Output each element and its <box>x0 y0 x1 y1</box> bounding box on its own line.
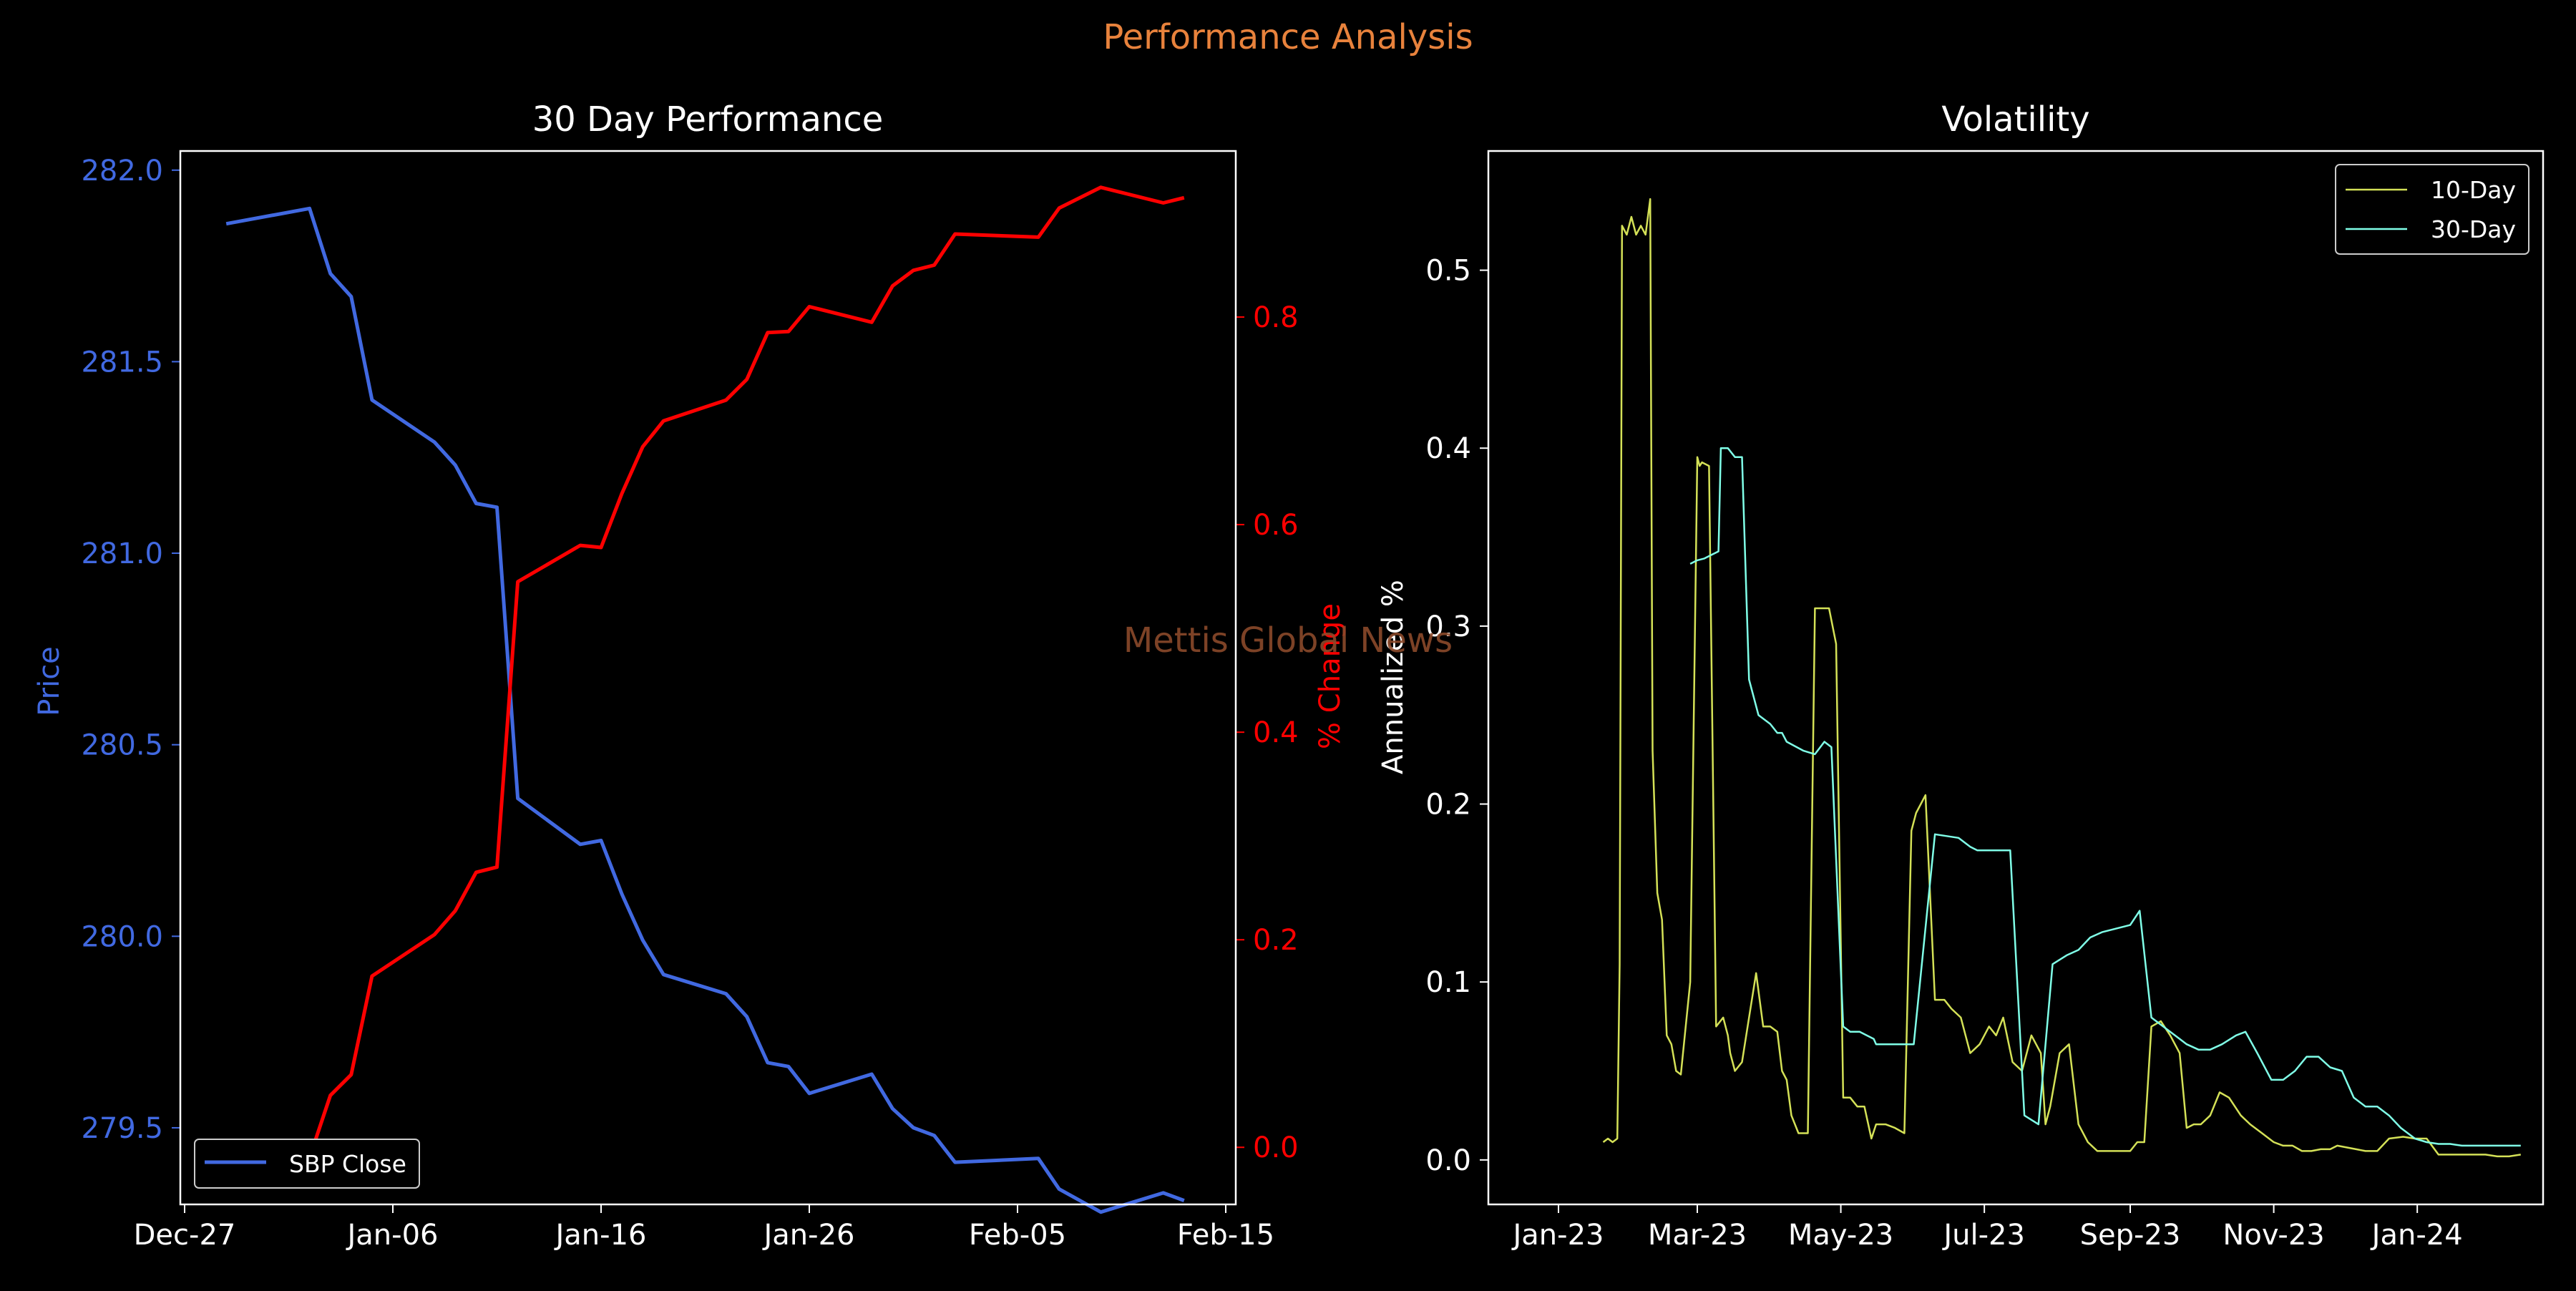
watermark: Mettis Global News <box>1123 620 1453 661</box>
performance-plot-area: Dec-27 Jan-06 Jan-16 Jan-26 Feb-05 Feb-15 279.… <box>81 155 1298 1252</box>
30-day-legend-label: 30-Day <box>2431 215 2516 243</box>
sbp-close-line <box>225 206 1185 1214</box>
performance-chart-title: 30 Day Performance <box>532 99 884 140</box>
x-tick-label: Jan-23 <box>1511 1219 1604 1252</box>
y-tick-label: 0.1 <box>1425 966 1471 999</box>
x-tick-label: May-23 <box>1788 1219 1893 1252</box>
x-tick-label: Feb-05 <box>969 1219 1066 1252</box>
volatility-chart: Volatility Annualized % Jan-23 Mar-23 May-… <box>1377 99 2545 1252</box>
10-day-volatility-line <box>1602 198 2521 1158</box>
price-tick-label: 279.5 <box>81 1112 163 1145</box>
x-tick-label: Dec-27 <box>134 1219 236 1252</box>
volatility-plot-area: Jan-23 Mar-23 May-23 Jul-23 Sep-23 Nov-23 Jan-… <box>1425 198 2521 1252</box>
figure-title: Performance Analysis <box>1103 17 1473 57</box>
x-tick-label: Mar-23 <box>1648 1219 1747 1252</box>
10-day-legend-label: 10-Day <box>2431 176 2516 204</box>
legend-box <box>194 1139 420 1189</box>
pct-change-axis-label: % Change <box>1314 603 1347 749</box>
x-tick-label: Jan-24 <box>2370 1219 2463 1252</box>
volatility-plot-frame <box>1487 150 2545 1206</box>
volatility-legend: 10-Day 30-Day <box>2335 164 2529 255</box>
x-tick-label: Feb-15 <box>1177 1219 1274 1252</box>
price-axis-label: Price <box>33 646 66 716</box>
y-tick-label: 0.5 <box>1425 255 1471 288</box>
x-tick-label: Nov-23 <box>2223 1219 2324 1252</box>
price-tick-label: 282.0 <box>81 155 163 187</box>
x-tick-label: Jul-23 <box>1941 1219 2025 1252</box>
pct-change-tick-label: 0.8 <box>1253 301 1299 334</box>
x-tick-label: Jan-16 <box>554 1219 647 1252</box>
performance-legend: SBP Close <box>194 1139 420 1189</box>
x-tick-label: Jan-26 <box>762 1219 855 1252</box>
performance-plot-frame <box>179 150 1237 1206</box>
price-tick-label: 281.5 <box>81 346 163 379</box>
change-line <box>225 185 1185 1160</box>
volatility-chart-title: Volatility <box>1941 99 2089 140</box>
pct-change-tick-label: 0.0 <box>1253 1131 1299 1164</box>
price-tick-label: 281.0 <box>81 537 163 570</box>
legend-box <box>2335 164 2529 255</box>
sbp-close-legend-label: SBP Close <box>289 1150 406 1178</box>
performance-chart: 30 Day Performance Price % Change Dec-27… <box>33 99 1347 1252</box>
x-tick-label: Jan-06 <box>346 1219 439 1252</box>
30-day-volatility-line <box>1689 447 2521 1147</box>
y-tick-label: 0.4 <box>1425 432 1471 465</box>
x-tick-label: Sep-23 <box>2080 1219 2181 1252</box>
price-tick-label: 280.0 <box>81 920 163 953</box>
price-tick-label: 280.5 <box>81 729 163 762</box>
y-tick-label: 0.2 <box>1425 789 1471 822</box>
y-tick-label: 0.3 <box>1425 610 1471 643</box>
y-tick-label: 0.0 <box>1425 1144 1471 1177</box>
pct-change-tick-label: 0.2 <box>1253 924 1299 957</box>
pct-change-tick-label: 0.4 <box>1253 716 1299 749</box>
annualized-axis-label: Annualized % <box>1377 580 1410 774</box>
pct-change-tick-label: 0.6 <box>1253 509 1299 542</box>
